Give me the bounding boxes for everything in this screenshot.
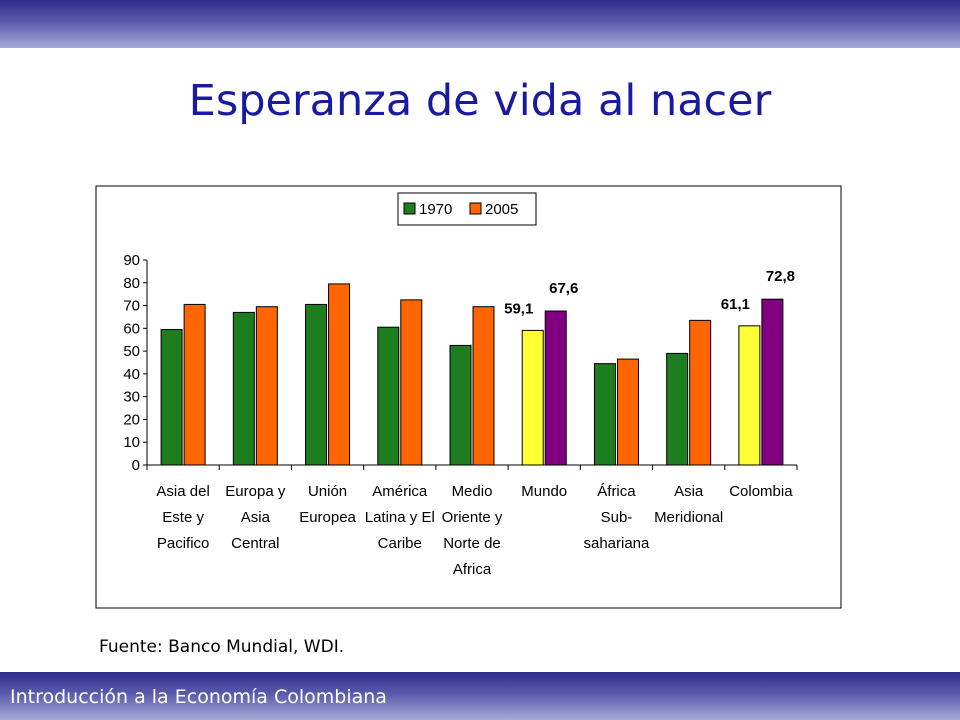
y-tick-label: 40 (123, 366, 140, 383)
data-label: 61,1 (721, 296, 750, 313)
data-label: 59,1 (504, 300, 533, 317)
source-note: Fuente: Banco Mundial, WDI. (99, 637, 345, 657)
bar-1970-2 (305, 303, 328, 466)
x-category-label: sahariana (583, 535, 650, 552)
slide-title: Esperanza de vida al nacer (188, 76, 772, 126)
bar-1970-7 (666, 352, 689, 466)
y-tick-label: 80 (123, 275, 140, 292)
y-tick-label: 50 (123, 343, 140, 360)
bar-2005-3 (400, 299, 423, 466)
y-tick-label: 60 (123, 320, 140, 337)
bar-2005-0 (183, 303, 206, 466)
bar-1970-4 (449, 344, 472, 466)
data-label: 67,6 (549, 280, 578, 297)
x-category-label: Colombia (729, 483, 793, 500)
y-tick-label: 0 (132, 457, 140, 474)
legend-swatch-1970 (403, 202, 416, 215)
bar-2005-1 (255, 306, 278, 466)
y-tick-label: 70 (123, 298, 140, 315)
x-category-label: Pacifico (157, 535, 210, 552)
top-band (0, 0, 960, 48)
bar-2005-8 (761, 298, 784, 466)
legend-label-1970: 1970 (419, 201, 452, 218)
legend: 1970 2005 (397, 192, 537, 226)
bar-2005-4 (472, 306, 495, 466)
bar-2005-6 (616, 358, 639, 466)
legend-label-2005: 2005 (485, 201, 518, 218)
x-category-label: Unión (308, 483, 347, 500)
bar-1970-0 (160, 328, 183, 466)
x-category-label: Caribe (378, 535, 422, 552)
bar-1970-5 (521, 329, 544, 466)
legend-swatch-2005 (469, 202, 482, 215)
bar-1970-6 (593, 363, 616, 466)
bar-2005-7 (689, 319, 712, 466)
x-category-label: Medio (452, 483, 493, 500)
x-category-label: Asia (241, 509, 271, 526)
bar-1970-8 (738, 325, 761, 466)
footer-text: Introducción a la Economía Colombiana (10, 686, 387, 708)
x-category-label: Oriente y (442, 509, 503, 526)
y-tick-label: 90 (123, 252, 140, 269)
x-category-label: Este y (162, 509, 204, 526)
x-category-label: Asia del (156, 483, 209, 500)
x-category-label: Mundo (521, 483, 567, 500)
bar-2005-5 (544, 310, 567, 466)
y-tick-label: 20 (123, 411, 140, 428)
x-category-label: Sub- (601, 509, 633, 526)
legend-box (397, 192, 537, 226)
x-category-label: Latina y El (365, 509, 435, 526)
x-category-label: Europea (299, 509, 356, 526)
x-category-label: Norte de (443, 535, 501, 552)
x-category-label: América (372, 483, 428, 500)
data-label: 72,8 (766, 268, 795, 285)
bottom-band (0, 672, 960, 720)
bar-1970-1 (232, 311, 255, 466)
x-category-label: Africa (453, 561, 492, 578)
bar-2005-2 (328, 283, 351, 466)
y-tick-label: 30 (123, 389, 140, 406)
x-category-label: Asia (674, 483, 704, 500)
x-category-label: Europa y (225, 483, 286, 500)
x-category-label: Meridional (654, 509, 723, 526)
bar-1970-3 (377, 326, 400, 466)
y-tick-label: 10 (123, 434, 140, 451)
x-category-label: Central (231, 535, 279, 552)
x-category-label: África (597, 483, 636, 500)
